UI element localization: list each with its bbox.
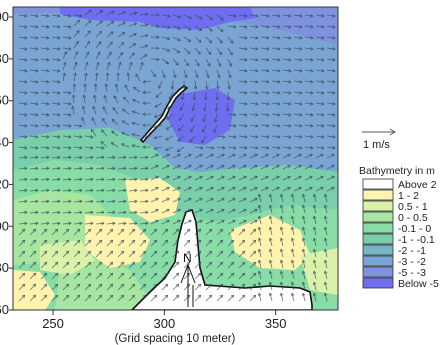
legend-label: -0.1 - 0 xyxy=(398,223,431,235)
legend-label: -5 - -3 xyxy=(398,267,426,279)
y-tick-label: 00 xyxy=(0,9,9,24)
x-tick-label: 350 xyxy=(265,316,287,331)
legend-swatch xyxy=(362,189,394,201)
x-tick-label: 300 xyxy=(154,316,176,331)
legend-swatch xyxy=(362,233,394,245)
velocity-scale-label: 1 m/s xyxy=(363,139,390,151)
legend-swatch xyxy=(362,266,394,278)
bathymetry-zone-0-05-south xyxy=(55,258,150,310)
plot-frame xyxy=(12,6,339,311)
scale-arrow-head xyxy=(389,128,396,136)
bathymetry-zone-deep-channel xyxy=(168,88,235,145)
y-tick-label: 80 xyxy=(0,260,9,275)
legend-swatch xyxy=(362,244,394,256)
x-tick-label: 250 xyxy=(42,316,64,331)
bathymetry-zone-deepest-north xyxy=(60,7,255,30)
legend-label: -3 - -2 xyxy=(398,256,426,268)
north-label: N xyxy=(183,251,192,265)
legend-swatch xyxy=(362,222,394,234)
y-axis: 00 80 60 40 20 00 80 60 xyxy=(0,9,13,317)
legend-label: 0.5 - 1 xyxy=(398,201,428,213)
legend-label: Above 2 xyxy=(398,179,437,191)
bathymetry-legend: Bathymetry in m Above 21 - 20.5 - 10 - 0… xyxy=(359,165,439,290)
legend-label: 0 - 0.5 xyxy=(398,212,428,224)
legend-label: -2 - -1 xyxy=(398,245,426,257)
x-axis: 250 300 350 xyxy=(42,310,287,331)
legend-label: Below -5 xyxy=(398,278,439,290)
legend-label: 1 - 2 xyxy=(398,190,419,202)
legend-swatch xyxy=(362,200,394,212)
legend-entries: Above 21 - 20.5 - 10 - 0.5-0.1 - 0-1 - -… xyxy=(362,178,439,290)
legend-swatch xyxy=(362,211,394,223)
y-tick-label: 60 xyxy=(0,302,9,317)
legend-title: Bathymetry in m xyxy=(359,165,435,177)
legend-swatch xyxy=(362,178,394,190)
bathymetry-zone-1-2-southwest xyxy=(13,270,55,310)
y-tick-label: 20 xyxy=(0,176,9,191)
y-tick-label: 60 xyxy=(0,93,9,108)
legend-swatch xyxy=(362,277,394,289)
y-tick-label: 40 xyxy=(0,135,9,150)
y-tick-label: 80 xyxy=(0,51,9,66)
current-vector-field xyxy=(18,9,336,302)
bathymetry-zone-1-2-lower xyxy=(85,215,150,268)
x-axis-label: (Grid spacing 10 meter) xyxy=(115,333,236,345)
bathymetry-map xyxy=(13,7,338,310)
bathymetry-zone-05-1-east xyxy=(300,248,338,295)
velocity-scale: 1 m/s xyxy=(362,128,396,151)
legend-swatch xyxy=(362,255,394,267)
legend-label: -1 - -0.1 xyxy=(398,234,435,246)
north-arrow: N xyxy=(180,251,196,307)
y-tick-label: 00 xyxy=(0,218,9,233)
bathymetry-zone-1-2-east xyxy=(230,215,310,270)
